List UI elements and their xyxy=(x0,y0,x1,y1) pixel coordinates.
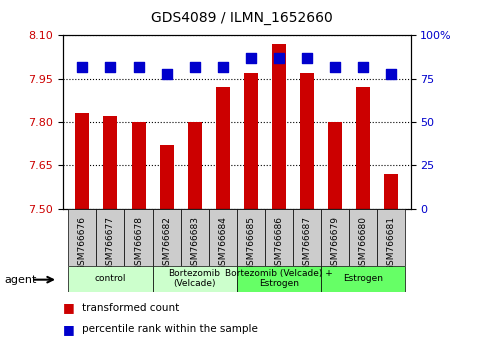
Bar xyxy=(328,122,342,209)
Bar xyxy=(237,266,321,292)
Point xyxy=(79,64,86,69)
Bar xyxy=(265,209,293,266)
Text: agent: agent xyxy=(5,275,37,285)
Bar xyxy=(153,209,181,266)
Bar xyxy=(300,73,314,209)
Text: GSM766687: GSM766687 xyxy=(302,216,311,271)
Text: percentile rank within the sample: percentile rank within the sample xyxy=(82,324,258,334)
Point xyxy=(331,64,339,69)
Bar xyxy=(377,209,405,266)
Bar xyxy=(384,174,398,209)
Text: Estrogen: Estrogen xyxy=(343,274,383,283)
Text: GSM766686: GSM766686 xyxy=(274,216,283,271)
Bar xyxy=(244,73,258,209)
Text: GSM766684: GSM766684 xyxy=(218,216,227,270)
Bar xyxy=(69,209,97,266)
Bar xyxy=(272,44,286,209)
Text: GSM766676: GSM766676 xyxy=(78,216,87,271)
Bar xyxy=(103,116,117,209)
Point xyxy=(387,71,395,76)
Bar xyxy=(125,209,153,266)
Bar xyxy=(349,209,377,266)
Bar xyxy=(293,209,321,266)
Text: GSM766680: GSM766680 xyxy=(358,216,368,271)
Point xyxy=(219,64,227,69)
Bar xyxy=(131,122,145,209)
Bar xyxy=(181,209,209,266)
Bar xyxy=(209,209,237,266)
Point xyxy=(275,55,283,61)
Bar xyxy=(321,266,405,292)
Text: Bortezomib
(Velcade): Bortezomib (Velcade) xyxy=(169,269,221,289)
Bar xyxy=(321,209,349,266)
Text: Bortezomib (Velcade) +
Estrogen: Bortezomib (Velcade) + Estrogen xyxy=(225,269,333,289)
Bar xyxy=(215,87,229,209)
Text: transformed count: transformed count xyxy=(82,303,179,313)
Point xyxy=(247,55,255,61)
Bar xyxy=(97,209,125,266)
Bar xyxy=(187,122,201,209)
Text: GSM766681: GSM766681 xyxy=(386,216,396,271)
Point xyxy=(359,64,367,69)
Text: ■: ■ xyxy=(63,302,74,314)
Text: GSM766677: GSM766677 xyxy=(106,216,115,271)
Bar xyxy=(153,266,237,292)
Text: GSM766683: GSM766683 xyxy=(190,216,199,271)
Bar xyxy=(237,209,265,266)
Text: ■: ■ xyxy=(63,323,74,336)
Text: GSM766678: GSM766678 xyxy=(134,216,143,271)
Point xyxy=(303,55,311,61)
Point xyxy=(163,71,170,76)
Text: GSM766685: GSM766685 xyxy=(246,216,255,271)
Point xyxy=(191,64,199,69)
Text: GSM766682: GSM766682 xyxy=(162,216,171,270)
Bar xyxy=(356,87,370,209)
Text: GSM766679: GSM766679 xyxy=(330,216,340,271)
Point xyxy=(135,64,142,69)
Bar xyxy=(69,266,153,292)
Text: GDS4089 / ILMN_1652660: GDS4089 / ILMN_1652660 xyxy=(151,11,332,25)
Bar xyxy=(159,145,173,209)
Point xyxy=(107,64,114,69)
Text: control: control xyxy=(95,274,126,283)
Bar xyxy=(75,114,89,209)
